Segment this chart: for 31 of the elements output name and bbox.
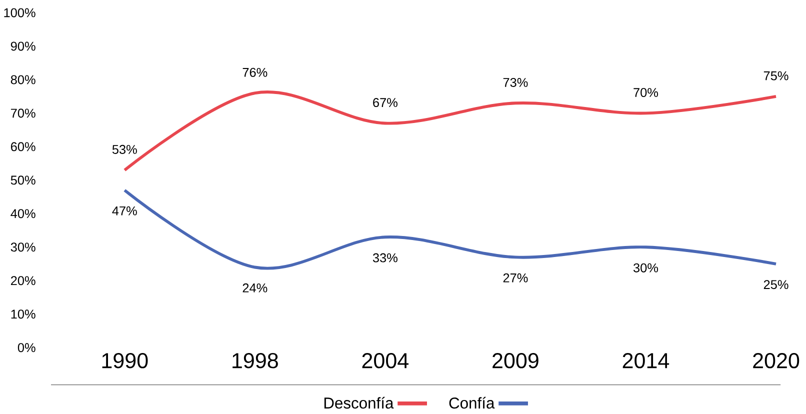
y-tick-label: 70% [10, 108, 36, 118]
y-tick-label: 60% [10, 142, 36, 152]
data-label: 25% [764, 280, 788, 290]
data-label: 75% [764, 71, 788, 80]
data-label: 27% [503, 273, 528, 282]
y-tick-label: 50% [10, 176, 36, 185]
y-tick-label: 20% [10, 276, 36, 286]
data-label: 73% [503, 78, 528, 88]
y-tick-label: 40% [10, 209, 36, 218]
y-tick-label: 10% [11, 310, 36, 319]
data-label: 70% [634, 88, 658, 98]
x-tick-label: 2009 [492, 353, 538, 368]
x-tick-label: 2004 [362, 353, 409, 368]
data-label: 30% [633, 263, 658, 272]
x-tick-label: 2014 [622, 353, 670, 368]
legend-label: Desconfía [324, 397, 394, 409]
y-tick-label: 100% [4, 8, 36, 18]
data-label: 33% [372, 253, 398, 262]
data-label: 47% [112, 206, 137, 216]
data-label: 53% [112, 145, 137, 154]
x-tick-label: 1998 [232, 353, 278, 368]
y-tick-label: 90% [10, 42, 36, 51]
data-label: 76% [242, 68, 268, 77]
y-tick-label: 30% [10, 242, 36, 252]
legend-label: Confía [449, 397, 495, 409]
data-label: 67% [373, 98, 398, 108]
y-tick-label: 80% [10, 75, 36, 84]
x-tick-label: 1990 [102, 353, 148, 368]
x-tick-label: 2020 [753, 353, 800, 368]
y-tick-label: 0% [18, 343, 36, 352]
data-label: 24% [242, 284, 268, 292]
